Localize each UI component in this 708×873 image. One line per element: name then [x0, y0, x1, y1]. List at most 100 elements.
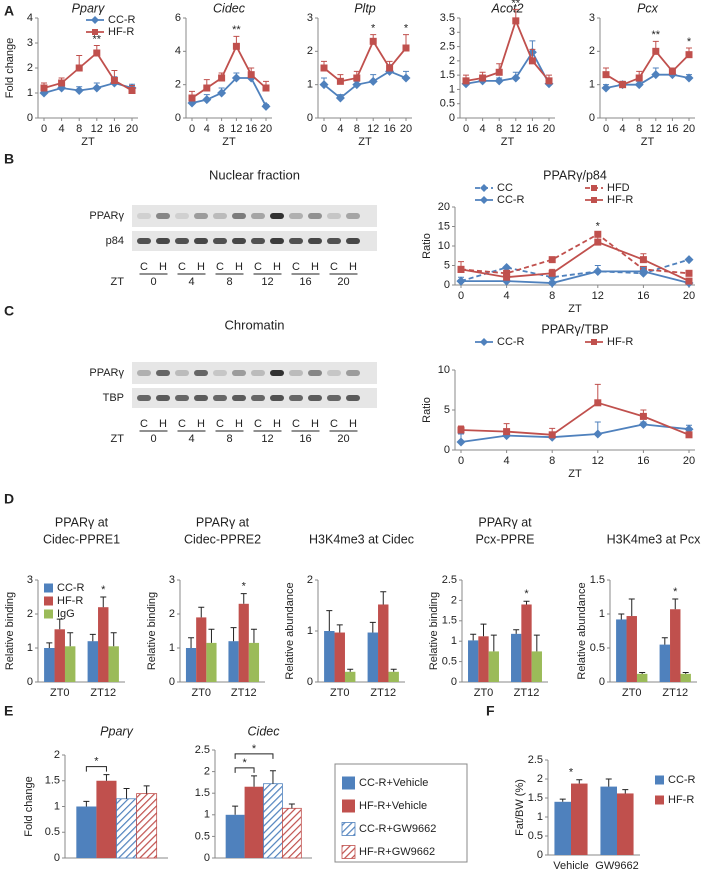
- significance-bracket: [234, 767, 255, 773]
- x-axis-label: ZT: [81, 136, 95, 148]
- y-tick-label: 0: [204, 852, 210, 864]
- panel-label: B: [4, 151, 14, 167]
- blot-band: [213, 370, 227, 376]
- panel-label: E: [4, 703, 13, 719]
- zt-value: 16: [299, 433, 311, 445]
- legend-label: IgG: [57, 608, 75, 620]
- bar: [116, 798, 137, 859]
- bar: [44, 648, 55, 682]
- legend-swatch: [44, 609, 53, 619]
- blot-band: [289, 395, 303, 401]
- y-tick-label: 2: [307, 45, 313, 57]
- lane-label: C: [254, 418, 262, 430]
- point-marker: [684, 73, 694, 83]
- error-bar: [288, 803, 295, 809]
- blot-band: [232, 213, 246, 219]
- lane-label: H: [311, 261, 319, 273]
- lane-label: C: [330, 261, 338, 273]
- y-axis-label: Relative abundance: [576, 582, 588, 679]
- lane-label: H: [197, 418, 205, 430]
- zt-value: 12: [261, 433, 273, 445]
- x-tick-label: 16: [666, 123, 678, 135]
- y-tick-label: 0: [27, 112, 33, 124]
- bar: [636, 673, 648, 682]
- point-marker: [548, 269, 556, 277]
- point-marker: [110, 77, 118, 84]
- blot-band: [346, 213, 360, 219]
- point-marker: [638, 419, 648, 429]
- lane-label: C: [292, 418, 300, 430]
- y-axis-label: Relative binding: [4, 592, 16, 670]
- blot-band: [213, 213, 227, 219]
- legend-swatch: [655, 775, 664, 785]
- x-tick-label: 0: [463, 123, 469, 135]
- y-tick-label: 1: [307, 625, 313, 637]
- x-tick-label: GW9662: [595, 860, 638, 872]
- significance-mark: *: [404, 23, 409, 35]
- x-tick-label: 0: [458, 455, 464, 467]
- series-line: [323, 39, 407, 83]
- significance-mark: *: [371, 23, 376, 35]
- x-tick-label: ZT0: [50, 687, 70, 699]
- error-bar: [110, 632, 117, 647]
- x-tick-label: 12: [592, 290, 604, 302]
- blot-band: [175, 395, 189, 401]
- y-tick-label: 0.5: [590, 642, 605, 654]
- y-tick-label: 3: [449, 26, 455, 38]
- y-tick-label: 2: [27, 62, 33, 74]
- x-tick-label: 8: [549, 290, 555, 302]
- series-line: [461, 270, 690, 284]
- point-marker: [218, 74, 226, 82]
- error-bar: [682, 671, 689, 674]
- blot-band: [270, 395, 284, 401]
- x-tick-label: 16: [526, 123, 538, 135]
- legend-label: HF-R: [668, 794, 694, 806]
- y-tick-label: 0: [54, 852, 60, 864]
- blot-band: [251, 395, 265, 401]
- legend-swatch: [44, 583, 53, 593]
- error-bar: [672, 598, 679, 610]
- blot-band: [327, 213, 341, 219]
- blot-title: Chromatin: [225, 317, 285, 332]
- lane-label: C: [140, 261, 148, 273]
- y-tick-label: 2: [169, 608, 175, 620]
- blot-band: [270, 238, 284, 244]
- point-marker: [202, 95, 212, 105]
- point-marker: [548, 256, 556, 264]
- chart-title: Pcx: [637, 1, 659, 15]
- significance-mark: *: [94, 755, 99, 767]
- bar: [378, 604, 389, 682]
- error-bar: [628, 598, 635, 617]
- point-marker: [638, 266, 648, 276]
- error-bar: [100, 596, 107, 608]
- y-tick-label: 1: [449, 83, 455, 95]
- x-tick-label: Vehicle: [553, 860, 588, 872]
- x-tick-label: 4: [504, 455, 510, 467]
- y-axis-label: Ratio: [421, 397, 433, 423]
- y-tick-label: 2.5: [442, 574, 457, 586]
- y-tick-label: 1: [54, 800, 60, 812]
- x-axis-label: ZT: [501, 136, 515, 148]
- y-tick-label: 1: [204, 809, 210, 821]
- significance-mark: **: [93, 33, 102, 45]
- point-marker: [335, 93, 345, 103]
- y-tick-label: 0: [307, 112, 313, 124]
- y-tick-label: 3: [307, 12, 313, 24]
- legend-label: HF-R: [607, 194, 633, 206]
- y-tick-label: 2.5: [528, 754, 543, 766]
- y-tick-label: 4: [27, 12, 33, 24]
- blot-band: [308, 213, 322, 219]
- x-axis-label: ZT: [641, 136, 655, 148]
- point-marker: [74, 86, 84, 95]
- significance-mark: **: [232, 24, 241, 36]
- y-axis-label: Relative abundance: [284, 582, 296, 679]
- lane-label: H: [273, 418, 281, 430]
- error-bar: [240, 593, 247, 604]
- series-line: [465, 18, 550, 82]
- point-marker: [684, 255, 694, 265]
- y-tick-label: 2: [449, 55, 455, 67]
- y-tick-label: 1.5: [45, 775, 60, 787]
- point-marker: [652, 47, 660, 55]
- point-marker: [668, 67, 676, 75]
- bar: [282, 807, 302, 859]
